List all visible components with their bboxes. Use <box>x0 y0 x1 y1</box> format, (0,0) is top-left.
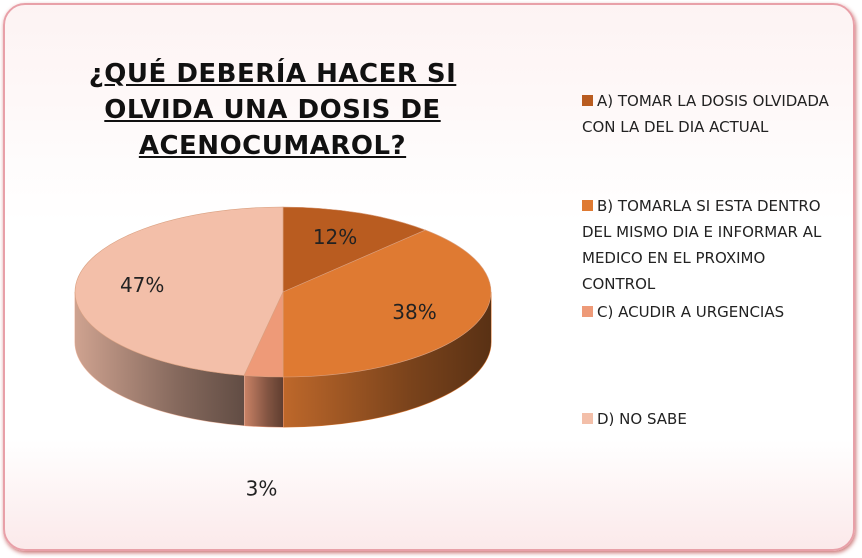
legend-entry: D) NO SABE <box>582 406 837 432</box>
slice <box>282 229 492 378</box>
slice <box>282 206 427 293</box>
slice <box>74 206 284 376</box>
slice-side-shade <box>283 292 491 427</box>
data-label: 12% <box>313 225 357 249</box>
legend-swatch <box>582 95 593 106</box>
legend-swatch <box>582 200 593 211</box>
data-label: 47% <box>120 273 164 297</box>
legend-label: B) TOMARLA SI ESTA DENTRO DEL MISMO DIA … <box>582 197 822 293</box>
legend-entry: B) TOMARLA SI ESTA DENTRO DEL MISMO DIA … <box>582 193 837 297</box>
data-label: 3% <box>246 477 278 501</box>
slice-side-shade <box>244 375 283 427</box>
legend-label: D) NO SABE <box>597 410 687 428</box>
legend-label: A) TOMAR LA DOSIS OLVIDADA CON LA DEL DI… <box>582 92 829 136</box>
legend-swatch <box>582 413 593 424</box>
legend-label: C) ACUDIR A URGENCIAS <box>597 303 785 321</box>
legend-swatch <box>582 306 593 317</box>
legend-entry: A) TOMAR LA DOSIS OLVIDADA CON LA DEL DI… <box>582 88 837 140</box>
data-label: 38% <box>392 300 436 324</box>
legend-entry: C) ACUDIR A URGENCIAS <box>582 299 837 325</box>
slice-side-shade <box>74 292 245 426</box>
chart-title: ¿QUÉ DEBERÍA HACER SI OLVIDA UNA DOSIS D… <box>88 59 457 161</box>
